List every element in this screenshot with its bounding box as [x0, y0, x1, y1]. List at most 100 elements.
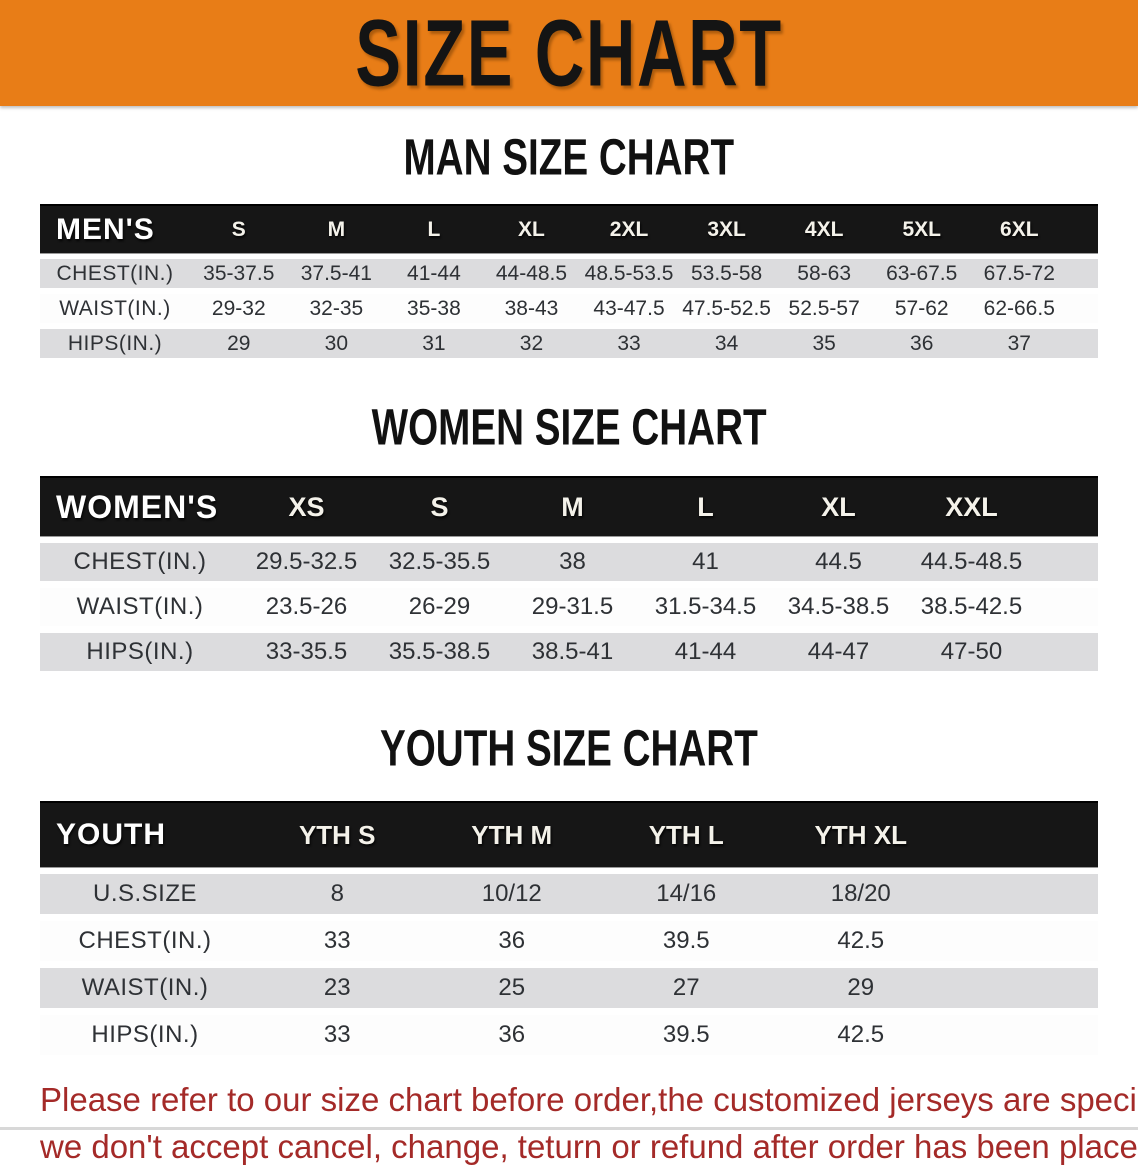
- men-cell-1-0: 29-32: [211, 296, 266, 320]
- women-cell-0-2: 38: [559, 548, 586, 575]
- youth-column-header-2: YTH L: [648, 819, 724, 850]
- women-column-header-5: XXL: [945, 491, 998, 522]
- banner-title: SIZE CHART: [355, 0, 783, 106]
- men-column-header-0: S: [231, 217, 246, 241]
- women-cell-2-5: 47-50: [940, 638, 1003, 665]
- youth-row-label-1: CHEST(IN.): [78, 927, 212, 954]
- men-section-heading: MAN SIZE CHART: [403, 128, 735, 186]
- size-chart-banner: SIZE CHART: [0, 0, 1138, 106]
- men-column-header-7: 5XL: [902, 217, 941, 241]
- youth-table-row: HIPS(IN.) 33 36 39.5 42.5: [40, 1015, 1098, 1055]
- men-row-label-0: CHEST(IN.): [56, 261, 174, 285]
- men-cell-1-6: 52.5-57: [788, 296, 860, 320]
- men-table-row: HIPS(IN.) 29 30 31 32 33 34 35 36 37: [40, 329, 1098, 358]
- men-column-header-2: L: [427, 217, 441, 241]
- women-cell-1-2: 29-31.5: [531, 593, 614, 620]
- men-header-label: MEN'S: [56, 212, 155, 246]
- women-row-label-2: HIPS(IN.): [86, 638, 194, 665]
- women-cell-1-5: 38.5-42.5: [920, 593, 1023, 620]
- youth-cell-1-3: 42.5: [837, 927, 885, 954]
- women-cell-2-1: 35.5-38.5: [388, 638, 491, 665]
- youth-column-header-1: YTH M: [471, 819, 553, 850]
- women-cell-0-4: 44.5: [815, 548, 862, 575]
- youth-row-label-3: HIPS(IN.): [91, 1021, 199, 1048]
- men-cell-2-8: 37: [1007, 331, 1031, 355]
- men-cell-0-3: 44-48.5: [495, 261, 568, 285]
- men-cell-0-5: 53.5-58: [690, 261, 763, 285]
- women-column-header-2: M: [561, 491, 584, 522]
- men-cell-0-4: 48.5-53.5: [584, 261, 674, 285]
- youth-cell-1-2: 39.5: [662, 927, 710, 954]
- men-cell-2-0: 29: [227, 331, 251, 355]
- women-column-header-0: XS: [288, 491, 325, 522]
- youth-section-heading: YOUTH SIZE CHART: [380, 719, 758, 777]
- men-column-header-3: XL: [518, 217, 545, 241]
- men-size-table: MEN'S S M L XL 2XL 3XL 4XL 5XL 6XL CHEST(IN.) 35-37…: [40, 204, 1098, 358]
- men-cell-2-3: 32: [519, 331, 544, 355]
- men-table-row: WAIST(IN.) 29-32 32-35 35-38 38-43 43-47.5 47.…: [40, 294, 1098, 323]
- men-cell-2-6: 35: [812, 331, 836, 355]
- men-column-header-8: 6XL: [1000, 217, 1039, 241]
- youth-column-header-3: YTH XL: [814, 819, 907, 850]
- youth-table-row: CHEST(IN.) 33 36 39.5 42.5: [40, 921, 1098, 961]
- men-cell-2-1: 30: [324, 331, 349, 355]
- men-cell-2-2: 31: [422, 331, 446, 355]
- youth-cell-0-2: 14/16: [656, 880, 717, 907]
- women-table-row: CHEST(IN.) 29.5-32.5 32.5-35.5 38 41 44.5 44.5…: [40, 543, 1098, 581]
- youth-cell-2-1: 25: [498, 974, 526, 1001]
- women-cell-0-5: 44.5-48.5: [920, 548, 1023, 575]
- youth-cell-3-3: 42.5: [837, 1021, 885, 1048]
- youth-cell-3-0: 33: [323, 1021, 351, 1048]
- youth-cell-0-1: 10/12: [481, 880, 542, 907]
- youth-table-header: YOUTH YTH S YTH M YTH L YTH XL: [40, 801, 1098, 867]
- men-cell-0-8: 67.5-72: [983, 261, 1055, 285]
- disclaimer-line-2: we don't accept cancel, change, teturn o…: [40, 1127, 1138, 1165]
- men-cell-0-2: 41-44: [407, 261, 461, 285]
- women-cell-2-4: 44-47: [807, 638, 870, 665]
- men-column-header-5: 3XL: [707, 217, 746, 241]
- men-cell-0-6: 58-63: [797, 261, 852, 285]
- men-cell-1-1: 32-35: [309, 296, 364, 320]
- youth-cell-0-3: 18/20: [830, 880, 891, 907]
- men-row-label-1: WAIST(IN.): [59, 296, 171, 320]
- men-row-label-2: HIPS(IN.): [67, 331, 163, 355]
- men-table-row: CHEST(IN.) 35-37.5 37.5-41 41-44 44-48.5 48.5…: [40, 259, 1098, 288]
- women-table-row: HIPS(IN.) 33-35.5 35.5-38.5 38.5-41 41-44 44-…: [40, 633, 1098, 671]
- youth-header-label: YOUTH: [56, 818, 166, 851]
- disclaimer-line-1: Please refer to our size chart before or…: [40, 1081, 1138, 1118]
- women-cell-1-1: 26-29: [408, 593, 471, 620]
- women-table-row: WAIST(IN.) 23.5-26 26-29 29-31.5 31.5-34.5 34…: [40, 588, 1098, 626]
- men-column-header-6: 4XL: [804, 217, 844, 241]
- men-cell-0-1: 37.5-41: [300, 261, 372, 285]
- women-cell-2-3: 41-44: [674, 638, 737, 665]
- men-cell-1-8: 62-66.5: [983, 296, 1055, 320]
- youth-cell-2-0: 23: [323, 974, 351, 1001]
- men-cell-0-7: 63-67.5: [886, 261, 958, 285]
- women-table-header: WOMEN'S XS S M L XL XXL: [40, 476, 1098, 536]
- youth-cell-1-0: 33: [323, 927, 351, 954]
- women-cell-1-0: 23.5-26: [265, 593, 348, 620]
- disclaimer-text: Please refer to our size chart before or…: [40, 1077, 1138, 1171]
- youth-cell-3-2: 39.5: [662, 1021, 710, 1048]
- youth-column-header-0: YTH S: [298, 819, 376, 850]
- youth-row-label-0: U.S.SIZE: [92, 880, 198, 907]
- men-cell-2-7: 36: [910, 331, 934, 355]
- women-cell-1-3: 31.5-34.5: [654, 593, 757, 620]
- women-cell-0-3: 41: [692, 548, 719, 575]
- men-table-header: MEN'S S M L XL 2XL 3XL 4XL 5XL 6XL: [40, 204, 1098, 253]
- youth-cell-3-1: 36: [498, 1021, 526, 1048]
- women-cell-2-2: 38.5-41: [531, 638, 614, 665]
- youth-cell-2-2: 27: [672, 974, 700, 1001]
- women-row-label-1: WAIST(IN.): [76, 593, 204, 620]
- women-section-heading: WOMEN SIZE CHART: [371, 398, 767, 456]
- youth-table-row: U.S.SIZE 8 10/12 14/16 18/20: [40, 874, 1098, 914]
- youth-cell-0-0: 8: [330, 880, 344, 907]
- women-column-header-3: L: [697, 491, 714, 522]
- women-size-table: WOMEN'S XS S M L XL XXL CHEST(IN.) 29.5-32.5 32.5…: [40, 476, 1098, 671]
- women-cell-2-0: 33-35.5: [265, 638, 348, 665]
- youth-cell-1-1: 36: [498, 927, 526, 954]
- youth-cell-2-3: 29: [847, 974, 875, 1001]
- youth-table-row: WAIST(IN.) 23 25 27 29: [40, 968, 1098, 1008]
- men-cell-1-7: 57-62: [894, 296, 949, 320]
- men-cell-2-4: 33: [617, 331, 641, 355]
